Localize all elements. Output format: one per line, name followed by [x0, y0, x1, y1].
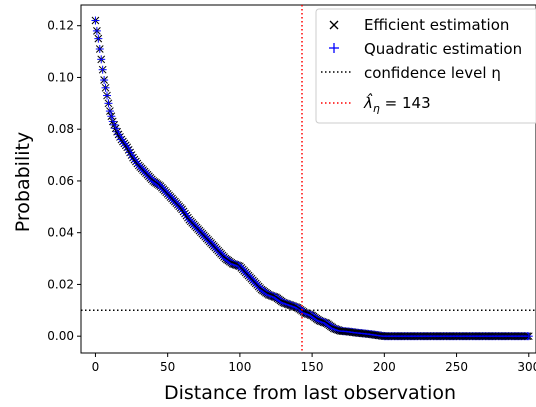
- legend-box: [315, 8, 536, 124]
- y-tick-label: 0.12: [47, 19, 74, 33]
- legend-lambda-symbol: λ̂: [363, 92, 373, 112]
- legend-lambda-subscript: η: [373, 102, 380, 115]
- point-quadratic: [103, 91, 111, 100]
- x-tick-label: 50: [160, 360, 175, 374]
- y-axis-label: Probability: [12, 132, 34, 232]
- legend: Efficient estimation Quadratic estimatio…: [315, 8, 536, 124]
- point-quadratic: [101, 83, 110, 92]
- x-tick-label: 0: [92, 360, 100, 374]
- x-tick-label: 250: [445, 360, 468, 374]
- y-tick-label: 0.08: [47, 122, 74, 136]
- legend-lambda-value: = 143: [380, 94, 431, 112]
- point-quadratic: [94, 34, 103, 43]
- y-axis: 0.00 0.02 0.04 0.06 0.08 0.10 0.12: [47, 19, 81, 343]
- x-tick-label: 150: [301, 360, 324, 374]
- legend-label-quadratic: Quadratic estimation: [364, 40, 522, 58]
- data-points: [91, 16, 533, 341]
- x-tick-label: 100: [228, 360, 251, 374]
- y-tick-label: 0.02: [47, 277, 74, 291]
- x-axis-label: Distance from last observation: [164, 382, 456, 404]
- y-tick-label: 0.04: [47, 226, 74, 240]
- point-quadratic: [95, 44, 104, 53]
- legend-marker-efficient: [329, 20, 339, 30]
- point-quadratic: [524, 332, 533, 341]
- x-axis: 0 50 100 150 200 250 300: [92, 353, 536, 374]
- point-quadratic: [91, 16, 100, 25]
- x-tick-label: 300: [517, 360, 536, 374]
- y-tick-label: 0.10: [47, 70, 74, 84]
- point-quadratic: [97, 55, 106, 64]
- x-tick-label: 200: [373, 360, 396, 374]
- point-quadratic: [98, 65, 107, 74]
- y-tick-label: 0.06: [47, 174, 74, 188]
- legend-label-efficient: Efficient estimation: [364, 16, 509, 34]
- point-quadratic: [104, 99, 113, 108]
- point-quadratic: [107, 112, 116, 121]
- y-tick-label: 0.00: [47, 329, 74, 343]
- point-quadratic: [105, 107, 114, 116]
- legend-label-lambda: λ̂η = 143: [363, 92, 431, 115]
- legend-marker-quadratic: [329, 43, 339, 53]
- point-quadratic: [92, 26, 101, 35]
- legend-label-confidence: confidence level η: [364, 64, 501, 82]
- point-quadratic: [100, 76, 109, 85]
